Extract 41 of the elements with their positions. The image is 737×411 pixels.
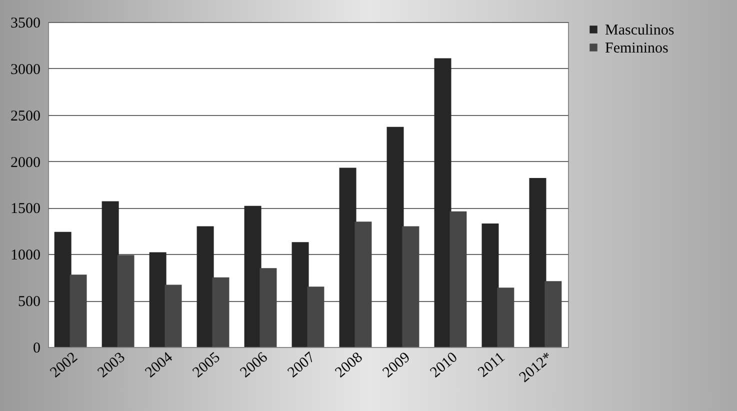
bar (212, 277, 230, 347)
bar (529, 178, 546, 347)
bar (339, 168, 356, 347)
x-tick-label: 2002 (48, 350, 81, 382)
x-tick-label: 2004 (142, 349, 176, 382)
bar (402, 226, 420, 347)
bar (164, 284, 182, 347)
y-tick-label: 1500 (10, 201, 40, 218)
legend-label: Femininos (605, 40, 668, 56)
y-tick-label: 3500 (10, 16, 40, 32)
bar (260, 268, 277, 347)
bar (497, 288, 514, 347)
bar (70, 274, 87, 347)
bar (482, 224, 499, 347)
y-tick-label: 500 (18, 294, 40, 310)
x-tick-label: 2011 (475, 350, 508, 381)
bar (149, 252, 166, 347)
x-tick-label: 2005 (190, 350, 224, 382)
bar (450, 211, 467, 347)
x-tick-label: 2003 (95, 350, 128, 382)
bar (54, 232, 72, 347)
x-tick-label: 2010 (427, 350, 461, 382)
bar (544, 281, 562, 347)
bar (354, 222, 372, 347)
bar (117, 255, 134, 347)
bar (196, 226, 214, 347)
y-tick-label: 1000 (10, 248, 40, 264)
y-tick-label: 2000 (10, 154, 40, 171)
bar (292, 242, 309, 347)
bar (386, 126, 404, 347)
bar (102, 201, 119, 347)
legend-label: Masculinos (605, 22, 674, 38)
bar (307, 286, 324, 347)
bar (434, 58, 452, 347)
y-tick-label: 3000 (10, 62, 40, 78)
y-tick-label: 0 (33, 340, 40, 356)
y-tick-label: 2500 (10, 108, 40, 124)
x-tick-label: 2009 (380, 350, 414, 382)
x-tick-label: 2006 (238, 349, 272, 382)
x-tick-label: 2008 (332, 350, 366, 382)
bar (244, 206, 262, 347)
